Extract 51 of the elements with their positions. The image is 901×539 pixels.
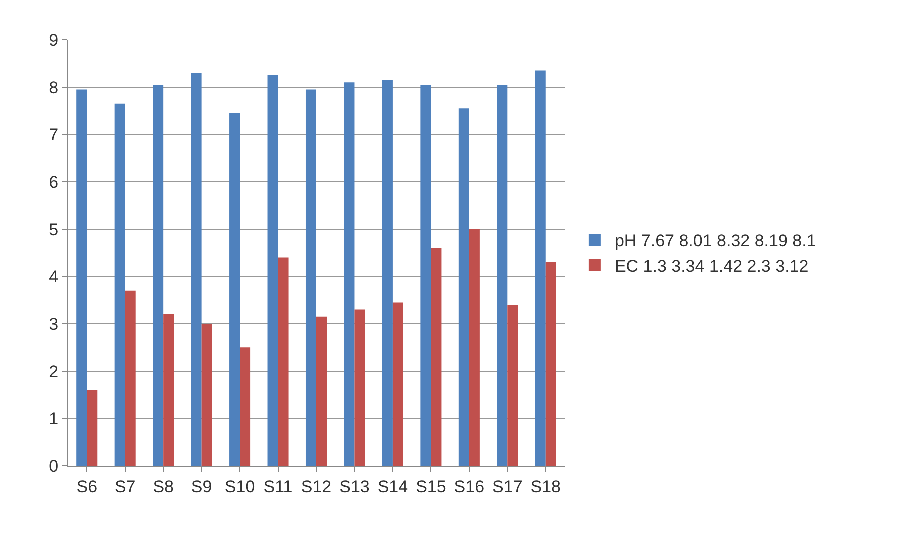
bar [458, 108, 470, 466]
bar [508, 305, 518, 466]
bar [354, 310, 366, 466]
bar [125, 290, 136, 466]
y-tick-label: 2 [49, 362, 59, 382]
bar [382, 80, 393, 466]
x-tick-label: S13 [340, 477, 370, 496]
bar [230, 113, 240, 466]
x-tick-label: S14 [378, 477, 408, 496]
x-tick-label: S17 [492, 477, 523, 496]
y-tick-label: 3 [49, 314, 59, 334]
x-tick-label: S11 [264, 477, 293, 496]
bar [268, 76, 278, 466]
bar [392, 302, 404, 466]
y-tick-label: 1 [49, 410, 59, 429]
bar [202, 324, 212, 466]
x-tick-label: S6 [76, 477, 98, 496]
bar [153, 84, 164, 466]
bar [344, 82, 355, 466]
x-tick-label: S9 [191, 477, 212, 496]
bar [469, 229, 480, 466]
bar [420, 84, 432, 466]
y-tick-label: 9 [49, 30, 59, 50]
bar [546, 262, 556, 466]
x-tick-label: S12 [301, 477, 332, 496]
bar [87, 390, 98, 466]
legend-label: pH 7.67 8.01 8.32 8.19 8.1 [614, 232, 816, 251]
bar [164, 314, 174, 466]
bar [278, 258, 289, 466]
x-tick-label: S7 [114, 477, 136, 496]
bar [497, 84, 508, 466]
bar [306, 90, 316, 466]
x-tick-label: S10 [224, 477, 256, 496]
bar [316, 316, 328, 466]
bar [535, 70, 546, 466]
bar [76, 90, 88, 466]
bar [431, 248, 442, 466]
bar [191, 73, 202, 466]
bar [240, 348, 251, 466]
y-tick-label: 5 [49, 220, 59, 240]
y-tick-label: 7 [49, 126, 59, 145]
bar [114, 104, 126, 466]
x-tick-label: S18 [530, 477, 562, 496]
y-tick-label: 0 [49, 456, 59, 476]
y-tick-label: 4 [49, 268, 59, 287]
x-tick-label: S16 [454, 477, 485, 496]
legend-label: EC 1.3 3.34 1.42 2.3 3.12 [614, 256, 809, 276]
x-tick-label: S8 [153, 477, 174, 496]
y-tick-label: 6 [49, 172, 59, 192]
x-tick-label: S15 [416, 477, 446, 496]
y-tick-label: 8 [49, 78, 59, 98]
